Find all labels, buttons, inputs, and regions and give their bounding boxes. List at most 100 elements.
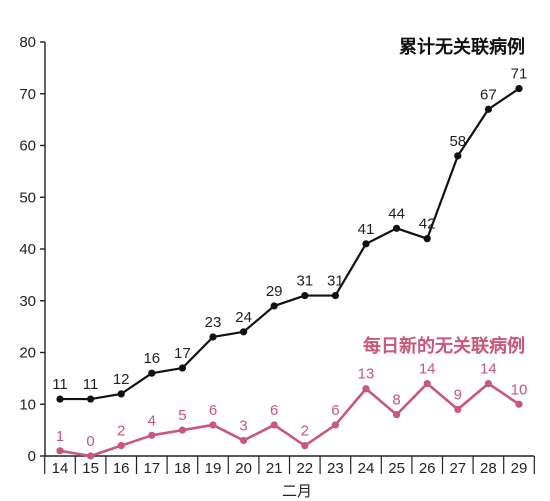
data-point: [148, 431, 156, 439]
x-axis-label: 二月: [282, 482, 312, 500]
data-label: 67: [480, 86, 497, 103]
data-point: [454, 405, 462, 414]
data-point: [393, 411, 401, 419]
data-point: [209, 333, 217, 341]
data-label: 29: [266, 283, 283, 300]
data-point: [240, 436, 248, 445]
data-label: 44: [388, 205, 405, 222]
data-point: [454, 152, 462, 160]
data-point: [393, 224, 401, 232]
data-label: 6: [331, 402, 339, 419]
x-tick-label: 22: [296, 460, 313, 477]
data-point: [423, 235, 431, 243]
data-label: 11: [83, 376, 99, 393]
data-point: [56, 395, 64, 403]
y-tick-label: 70: [19, 86, 36, 103]
data-point: [362, 240, 370, 248]
x-tick-label: 20: [235, 460, 252, 477]
data-point: [331, 291, 339, 300]
series-0: 11 11 12 16 17 23 24 29 31 31 41 44 42 58 67 71: [52, 66, 527, 403]
data-point: [301, 442, 309, 450]
y-tick-label: 80: [19, 34, 36, 51]
y-tick-label: 30: [19, 293, 36, 310]
data-label: 10: [511, 381, 528, 398]
data-label: 5: [178, 407, 186, 424]
series-line: [60, 87, 520, 401]
data-label: 6: [209, 402, 217, 419]
data-label: 13: [358, 366, 375, 383]
data-point: [270, 302, 278, 310]
data-point: [87, 395, 95, 403]
data-label: 4: [148, 412, 156, 429]
data-point: [331, 421, 339, 429]
data-label: 11: [52, 376, 68, 393]
x-tick-label: 24: [358, 460, 375, 477]
data-point: [484, 105, 492, 113]
series-label-daily-new: 每日新的无关联病例: [363, 335, 525, 357]
data-label: 2: [301, 423, 309, 440]
data-label: 31: [327, 273, 344, 290]
data-point: [515, 400, 523, 408]
x-tick-label: 23: [327, 460, 344, 477]
data-point: [117, 390, 125, 398]
data-label: 14: [419, 361, 436, 378]
data-label: 6: [270, 402, 278, 419]
y-tick-label: 20: [19, 345, 36, 362]
x-tick-label: 26: [419, 460, 436, 477]
data-label: 12: [113, 371, 130, 388]
data-point: [117, 442, 125, 450]
data-point: [484, 379, 492, 388]
y-tick-label: 40: [19, 241, 36, 258]
y-axis: 0 10 20 30 40 50 60 70 80: [19, 34, 46, 465]
data-label: 31: [296, 273, 313, 290]
x-tick-label: 25: [388, 460, 405, 477]
data-point: [178, 364, 186, 372]
data-point: [240, 328, 248, 336]
x-tick-label: 15: [82, 460, 99, 477]
data-label: 23: [205, 314, 222, 331]
x-tick-label: 18: [174, 460, 191, 477]
x-axis: 14 15 16 17 18 19 20 21 22 23 24 25 26 27 28 29: [44, 455, 535, 477]
data-point: [270, 421, 278, 429]
data-label: 42: [419, 216, 436, 233]
x-tick-label: 16: [113, 460, 130, 477]
data-label: 3: [239, 417, 247, 434]
data-label: 41: [358, 221, 375, 238]
data-point: [362, 385, 370, 393]
data-label: 8: [392, 392, 400, 409]
x-tick-label: 17: [143, 460, 160, 477]
data-label: 2: [117, 423, 125, 440]
series-line: [59, 382, 520, 458]
data-point: [209, 421, 217, 429]
y-tick-label: 60: [19, 138, 36, 155]
data-label: 1: [56, 428, 64, 445]
data-point: [515, 84, 523, 93]
x-tick-label: 27: [449, 460, 466, 477]
data-label: 14: [480, 361, 497, 378]
data-point: [301, 291, 309, 300]
data-label: 17: [174, 345, 191, 362]
x-tick-label: 14: [52, 460, 69, 477]
data-point: [423, 379, 431, 388]
y-tick-label: 10: [19, 396, 36, 413]
data-label: 71: [511, 66, 528, 83]
data-point: [178, 426, 186, 434]
data-label: 24: [235, 309, 252, 326]
x-tick-label: 21: [266, 460, 283, 477]
y-tick-label: 50: [19, 189, 36, 206]
data-point: [56, 447, 64, 455]
y-tick-label: 0: [28, 448, 36, 465]
series-label-cumulative: 累计无关联病例: [399, 36, 525, 58]
data-label: 58: [449, 133, 466, 150]
data-label: 9: [454, 386, 462, 403]
data-point: [87, 452, 95, 460]
x-tick-label: 28: [480, 460, 497, 477]
data-label: 0: [86, 433, 94, 450]
x-tick-label: 19: [205, 460, 222, 477]
x-tick-label: 29: [511, 460, 528, 477]
data-point: [148, 369, 156, 377]
data-label: 16: [143, 350, 160, 367]
